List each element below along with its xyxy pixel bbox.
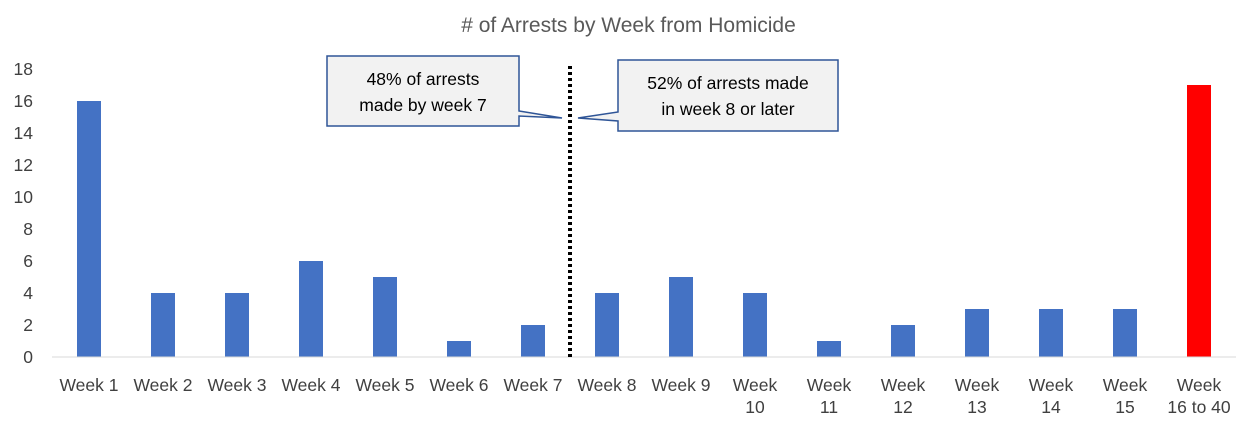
bar: [373, 277, 397, 357]
bar: [817, 341, 841, 357]
bar: [521, 325, 545, 357]
callout-text-right: 52% of arrests made: [647, 73, 808, 93]
y-tick-label: 2: [23, 315, 33, 335]
x-tick-label: Week 2: [133, 375, 192, 395]
bar: [1039, 309, 1063, 357]
bar: [595, 293, 619, 357]
bar: [891, 325, 915, 357]
x-tick-label: Week 12: [881, 375, 926, 417]
x-tick-label: Week 13: [955, 375, 1000, 417]
callout-box-right: [577, 59, 839, 132]
x-tick-label: Week 8: [577, 375, 636, 395]
x-tick-label: Week 16 to 40: [1167, 375, 1231, 417]
x-tick-label: Week 6: [429, 375, 488, 395]
callout-box-left: [326, 55, 563, 127]
x-tick-label: Week 9: [651, 375, 710, 395]
bar: [1113, 309, 1137, 357]
y-tick-label: 10: [14, 187, 34, 207]
y-tick-label: 8: [23, 219, 33, 239]
bar: [299, 261, 323, 357]
x-tick-label: Week 15: [1103, 375, 1148, 417]
x-tick-label: Week 14: [1029, 375, 1074, 417]
bar: [151, 293, 175, 357]
x-tick-label: Week 5: [355, 375, 414, 395]
bar: [225, 293, 249, 357]
x-tick-label: Week 4: [281, 375, 340, 395]
y-tick-label: 14: [14, 123, 34, 143]
bar: [743, 293, 767, 357]
callout-text-left: made by week 7: [359, 95, 486, 115]
callout-text-right: in week 8 or later: [661, 99, 794, 119]
x-tick-label: Week 11: [807, 375, 852, 417]
bar: [1187, 85, 1211, 357]
x-tick-label: Week 7: [503, 375, 562, 395]
y-tick-label: 0: [23, 347, 33, 367]
y-tick-label: 16: [14, 91, 33, 111]
bar: [77, 101, 101, 357]
y-tick-label: 18: [14, 59, 33, 79]
chart-title: # of Arrests by Week from Homicide: [461, 14, 796, 37]
bar: [447, 341, 471, 357]
x-tick-label: Week 3: [207, 375, 266, 395]
bar: [669, 277, 693, 357]
bar: [965, 309, 989, 357]
y-tick-label: 12: [14, 155, 33, 175]
y-tick-label: 4: [23, 283, 33, 303]
y-tick-label: 6: [23, 251, 33, 271]
x-tick-label: Week 10: [733, 375, 778, 417]
x-tick-label: Week 1: [59, 375, 118, 395]
callout-text-left: 48% of arrests: [367, 69, 480, 89]
